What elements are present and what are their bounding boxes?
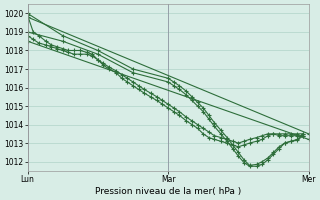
- X-axis label: Pression niveau de la mer( hPa ): Pression niveau de la mer( hPa ): [95, 187, 241, 196]
